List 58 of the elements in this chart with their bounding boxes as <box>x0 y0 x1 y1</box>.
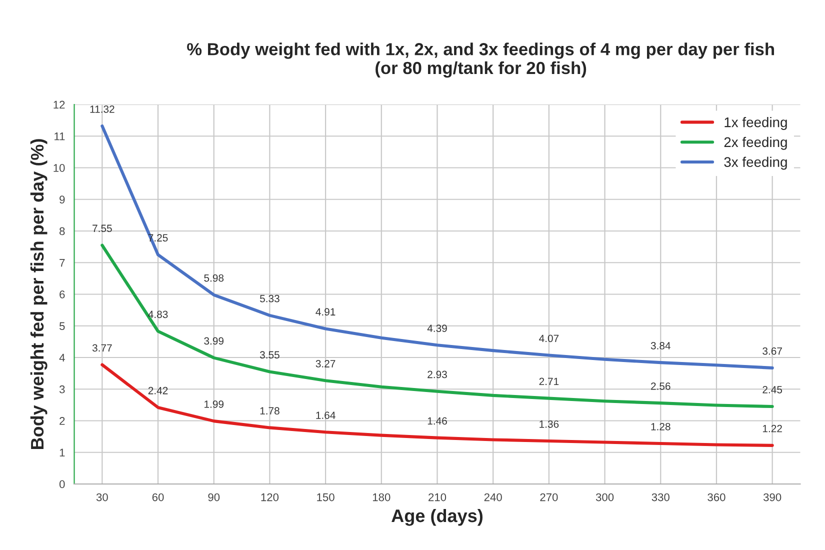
chart-title: % Body weight fed with 1x, 2x, and 3x feedings of 4 mg per day per fish (or 80 mg/tank for 20 fish) <box>187 42 774 78</box>
data-label: 11.32 <box>90 105 114 113</box>
x-tick-label: 270 <box>540 493 558 502</box>
data-label: 4.07 <box>539 334 559 342</box>
y-tick-label: 2 <box>60 417 65 425</box>
data-label: 2.45 <box>762 386 782 394</box>
y-tick-label: 7 <box>60 259 65 267</box>
data-label: 3.77 <box>92 344 112 352</box>
data-label: 3.67 <box>762 347 782 355</box>
data-label: 3.84 <box>650 342 670 350</box>
data-label: 2.56 <box>651 382 670 390</box>
data-label: 2.42 <box>148 386 168 394</box>
x-tick-label: 90 <box>208 493 220 502</box>
x-tick-label: 30 <box>96 493 108 502</box>
data-label: 2.93 <box>428 370 447 378</box>
y-axis-title: Body weight fed per fish per day (%) <box>30 139 48 450</box>
y-tick-label: 6 <box>60 290 65 298</box>
legend-label: 3x feeding <box>724 156 787 170</box>
y-tick-label: 0 <box>59 480 65 488</box>
x-tick-label: 60 <box>152 493 164 502</box>
data-label: 1.64 <box>316 412 336 419</box>
x-tick-label: 330 <box>652 493 670 502</box>
data-label: 2.71 <box>539 378 559 386</box>
x-tick-label: 180 <box>372 493 390 502</box>
x-tick-label: 390 <box>763 493 782 502</box>
data-label: 1.99 <box>204 400 224 408</box>
data-label: 1.28 <box>651 422 670 430</box>
x-tick-label: 210 <box>428 493 446 502</box>
x-axis-title: Age (days) <box>392 508 483 526</box>
y-tick-label: 12 <box>54 100 65 109</box>
data-label: 3.99 <box>204 337 224 345</box>
y-tick-label: 8 <box>60 227 65 236</box>
legend-label: 1x feeding <box>724 117 787 130</box>
data-label: 4.91 <box>316 308 336 316</box>
data-label: 1.36 <box>540 420 559 428</box>
data-label: 5.33 <box>260 294 280 302</box>
y-tick-label: 1 <box>60 448 65 456</box>
y-tick-label: 5 <box>59 322 65 330</box>
data-label: 1.46 <box>428 417 447 425</box>
data-label: 3.27 <box>316 360 336 368</box>
data-label: 5.98 <box>204 274 224 282</box>
data-label: 4.83 <box>148 310 168 318</box>
x-tick-label: 150 <box>317 493 334 502</box>
y-tick-label: 9 <box>60 196 65 204</box>
x-tick-label: 240 <box>484 493 502 502</box>
x-tick-label: 300 <box>596 493 614 502</box>
y-tick-label: 4 <box>59 354 65 362</box>
y-tick-label: 3 <box>59 385 65 394</box>
data-label: 1.78 <box>260 407 280 415</box>
data-label: 7.55 <box>92 224 112 232</box>
x-tick-label: 360 <box>708 493 726 502</box>
y-tick-label: 11 <box>54 132 65 140</box>
data-label: 3.55 <box>260 351 280 359</box>
x-tick-label: 120 <box>261 493 279 502</box>
data-label: 4.39 <box>427 324 447 332</box>
y-tick-label: 10 <box>54 164 65 172</box>
legend-label: 2x feeding <box>724 136 787 150</box>
data-label: 1.22 <box>762 424 782 432</box>
